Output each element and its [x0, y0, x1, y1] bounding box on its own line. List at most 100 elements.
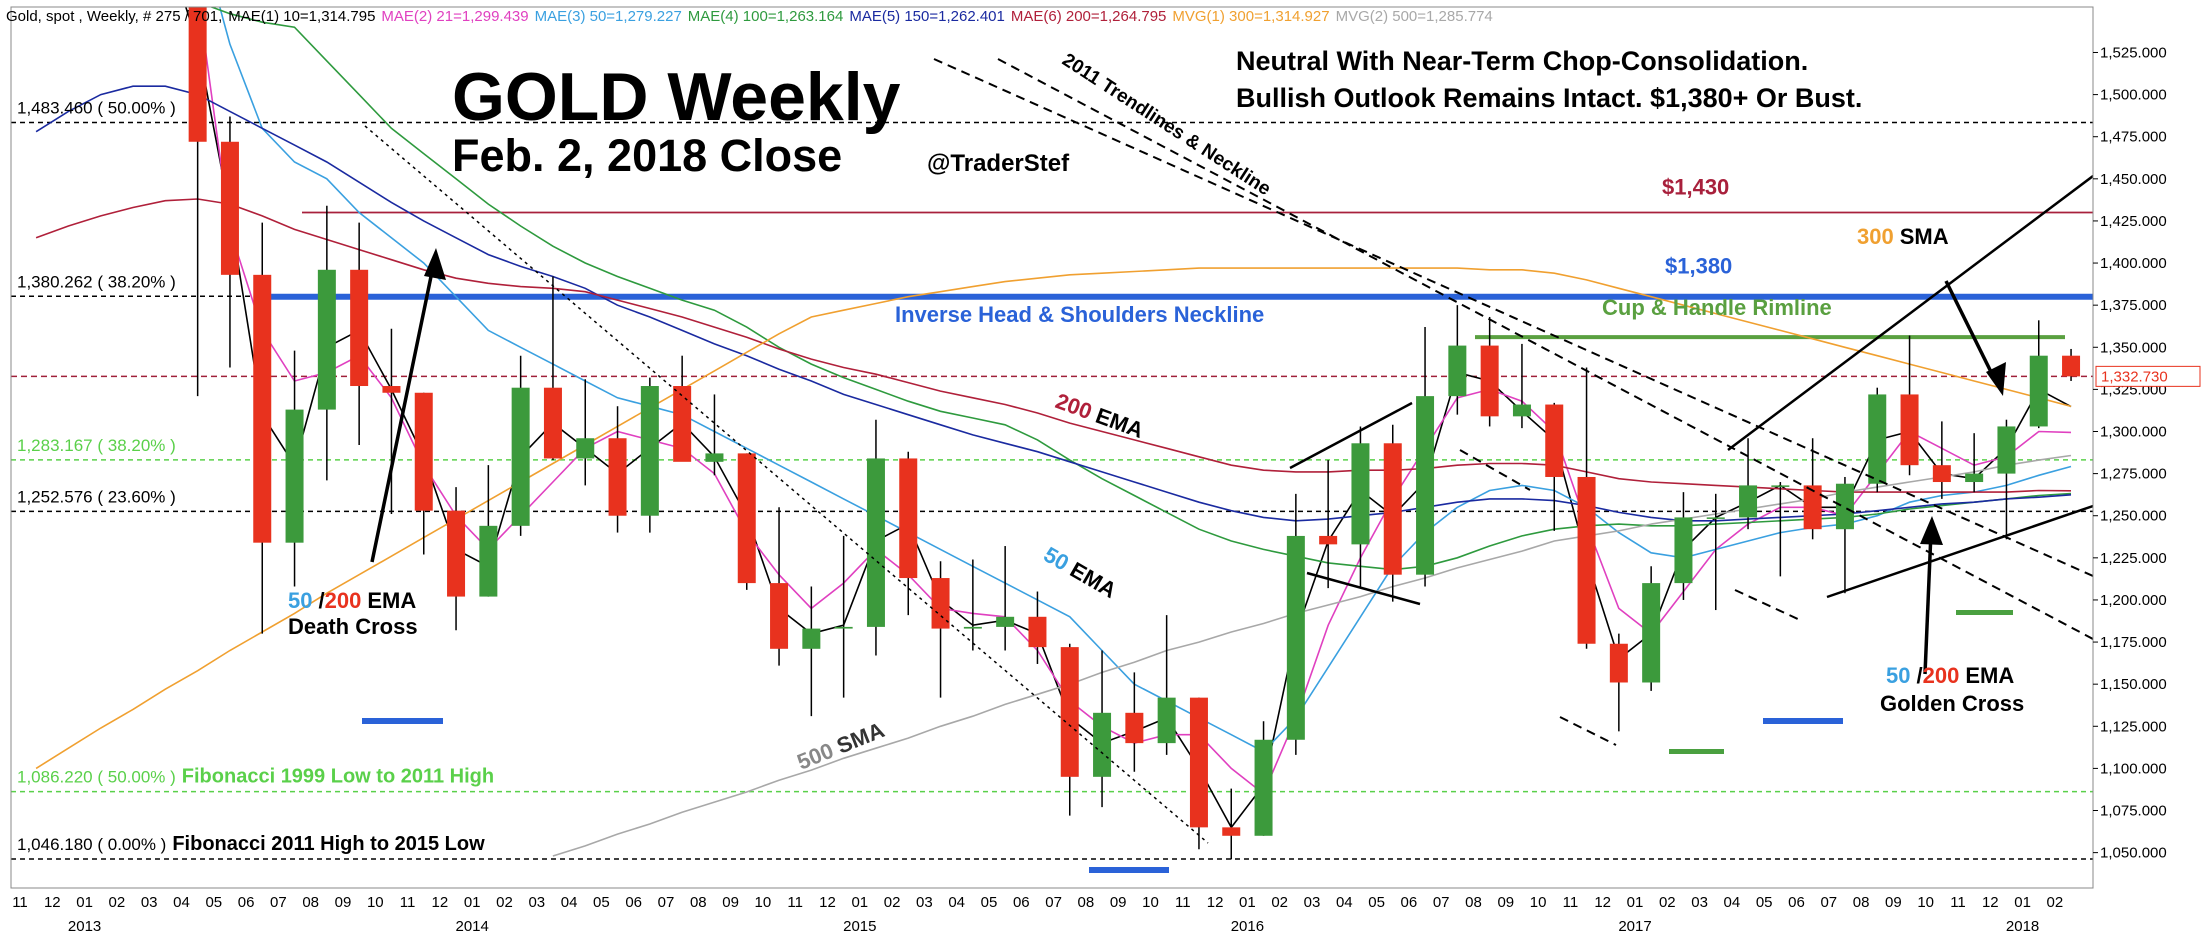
- x-tick-label: 03: [916, 894, 933, 911]
- annotation-part: /: [1916, 663, 1922, 688]
- annotation: Golden Cross: [1880, 691, 2024, 716]
- x-tick-label: 04: [948, 894, 965, 911]
- x-tick-label: 01: [464, 894, 481, 911]
- x-tick-label: 11: [12, 894, 28, 911]
- price-level-label: $1,430: [1662, 175, 1729, 200]
- candle-body: [447, 510, 466, 597]
- price-level-label: Cup & Handle Rimline: [1602, 295, 1832, 320]
- candle-body: [1868, 394, 1887, 484]
- candle-body: [1739, 485, 1758, 518]
- annotation-part: SMA: [1900, 224, 1949, 249]
- candle-body: [1609, 643, 1628, 683]
- x-tick-label: 08: [1078, 894, 1095, 911]
- candle-body: [285, 409, 304, 543]
- trendline: [1727, 175, 2093, 451]
- x-tick-label: 06: [1788, 894, 1805, 911]
- x-tick-label: 12: [1207, 894, 1224, 911]
- x-tick-label: 03: [141, 894, 158, 911]
- x-tick-label: 02: [1659, 894, 1676, 911]
- candle-body: [1383, 443, 1402, 575]
- candle-body: [1997, 426, 2016, 474]
- candle-body: [1771, 485, 1790, 487]
- y-tick-label: 1,200.000: [2100, 592, 2167, 609]
- candle-body: [1416, 396, 1435, 575]
- candle-body: [608, 438, 627, 516]
- candle-body: [1286, 535, 1305, 740]
- plot-frame: [10, 6, 2094, 889]
- candle-body: [1157, 697, 1176, 744]
- x-tick-label: 01: [1239, 894, 1256, 911]
- x-tick-label: 08: [302, 894, 319, 911]
- x-tick-label: 11: [400, 894, 416, 911]
- x-tick-label: 06: [238, 894, 255, 911]
- candle-body: [1480, 345, 1499, 417]
- fib-label: 1,380.262 ( 38.20% ): [17, 272, 176, 291]
- candle-body: [1642, 583, 1661, 683]
- x-tick-label: 03: [528, 894, 545, 911]
- levels: [11, 121, 2093, 860]
- y-tick-label: 1,525.000: [2100, 44, 2167, 61]
- x-tick-label: 09: [1497, 894, 1514, 911]
- x-tick-label: 12: [819, 894, 836, 911]
- x-tick-label: 07: [270, 894, 287, 911]
- x-tick-label: 05: [205, 894, 222, 911]
- candle-body: [414, 392, 433, 511]
- x-tick-label: 02: [496, 894, 513, 911]
- annotation-part: 200: [1923, 663, 1960, 688]
- annotation: Inverse Head & Shoulders Neckline: [895, 302, 1264, 327]
- x-tick-label: 05: [1368, 894, 1385, 911]
- chart-subtitle: Feb. 2, 2018 Close: [452, 130, 842, 181]
- y-tick-label: 1,500.000: [2100, 87, 2167, 104]
- arrow-head: [1920, 516, 1943, 545]
- moving-average: [218, 7, 2072, 753]
- annotation-part: 200: [325, 588, 362, 613]
- fib-label: 1,086.220 ( 50.00% ): [17, 768, 176, 787]
- header-prefix: Gold, spot , Weekly, # 275 / 701,: [6, 8, 222, 25]
- x-tick-label: 01: [1627, 894, 1644, 911]
- candle-body: [1060, 647, 1079, 777]
- candle-body: [770, 583, 789, 649]
- x-tick-label: 11: [787, 894, 803, 911]
- cycle-marker: [362, 718, 443, 724]
- candle-body: [382, 386, 401, 393]
- x-tick-label: 09: [1110, 894, 1127, 911]
- legend-entry: MAE(5) 150=1,262.401: [849, 8, 1005, 25]
- moving-average: [35, 267, 2072, 770]
- fib-label: 1,283.167 ( 38.20% ): [17, 436, 176, 455]
- x-tick-label: 02: [2047, 894, 2064, 911]
- legend-entry: MVG(2) 500=1,285.774: [1336, 8, 1493, 25]
- legend-header: Gold, spot , Weekly, # 275 / 701, MAE(1) …: [6, 8, 1493, 25]
- candle-body: [1125, 712, 1144, 744]
- x-tick-label: 03: [1691, 894, 1708, 911]
- x-tick-label: 04: [173, 894, 190, 911]
- candle-body: [705, 453, 724, 462]
- fib-label: 1,046.180 ( 0.00% ): [17, 835, 166, 854]
- candles: [188, 7, 2081, 860]
- annotation: 300 SMA: [1857, 224, 1949, 249]
- last-price-box: [2095, 365, 2201, 387]
- fib-note: Fibonacci 2011 High to 2015 Low: [172, 833, 485, 855]
- y-tick-label: 1,250.000: [2100, 508, 2167, 525]
- y-tick-label: 1,450.000: [2100, 171, 2167, 188]
- x-tick-label: 09: [722, 894, 739, 911]
- x-tick-label: 08: [690, 894, 707, 911]
- candle-body: [2029, 355, 2048, 427]
- arrow-head: [424, 248, 446, 280]
- moving-average: [35, 198, 2072, 493]
- candle-body: [1093, 712, 1112, 777]
- candle-body: [576, 438, 595, 459]
- x-tick-label: 03: [1304, 894, 1321, 911]
- legend-entry: MAE(3) 50=1,279.227: [535, 8, 682, 25]
- price-level-label: $1,380: [1665, 254, 1732, 279]
- candle-body: [1577, 476, 1596, 644]
- x-tick-label: 06: [625, 894, 642, 911]
- candle-body: [1706, 517, 1725, 519]
- candle-body: [317, 269, 336, 410]
- y-tick-label: 1,300.000: [2100, 423, 2167, 440]
- annotation-part: EMA: [367, 588, 416, 613]
- candle-body: [220, 141, 239, 275]
- x-tick-label: 10: [1917, 894, 1934, 911]
- trend-drawings: [364, 58, 2093, 844]
- candle-body: [866, 458, 885, 627]
- candle-body: [931, 578, 950, 629]
